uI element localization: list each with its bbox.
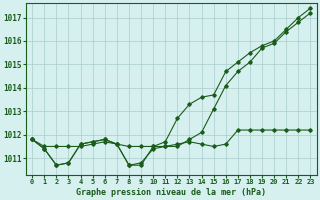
X-axis label: Graphe pression niveau de la mer (hPa): Graphe pression niveau de la mer (hPa) xyxy=(76,188,266,197)
